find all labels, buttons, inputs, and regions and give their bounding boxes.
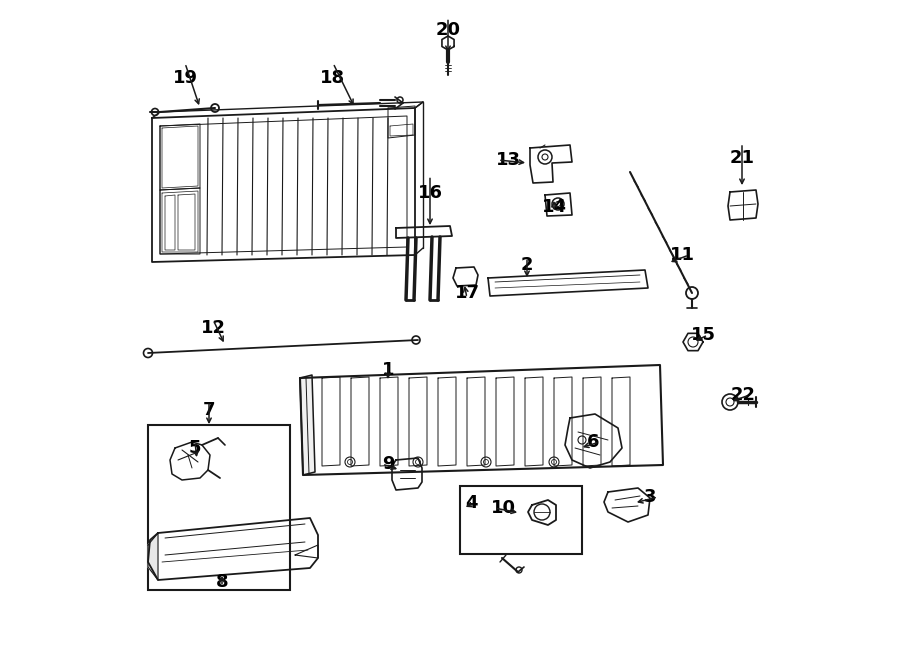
Text: 14: 14 (542, 198, 566, 216)
Text: 19: 19 (173, 69, 197, 87)
Text: 21: 21 (730, 149, 754, 167)
Polygon shape (300, 375, 315, 475)
Text: 17: 17 (454, 284, 480, 302)
Polygon shape (148, 533, 158, 580)
Text: 13: 13 (496, 151, 520, 169)
Bar (460, 486, 582, 554)
Text: 22: 22 (731, 386, 755, 404)
Text: 10: 10 (491, 499, 516, 517)
Text: 15: 15 (690, 326, 716, 344)
Polygon shape (396, 226, 452, 238)
Text: 16: 16 (418, 184, 443, 202)
Text: 5: 5 (189, 439, 202, 457)
Text: 2: 2 (521, 256, 533, 274)
Text: 8: 8 (216, 573, 229, 591)
Text: 18: 18 (320, 69, 346, 87)
Text: 6: 6 (587, 433, 599, 451)
Text: 3: 3 (644, 488, 656, 506)
Text: 11: 11 (670, 246, 695, 264)
Text: 4: 4 (464, 494, 477, 512)
Bar (148, 425, 290, 590)
Text: 20: 20 (436, 21, 461, 39)
Text: 1: 1 (382, 361, 394, 379)
Text: 9: 9 (382, 455, 394, 473)
Text: 12: 12 (201, 319, 226, 337)
Text: 7: 7 (202, 401, 215, 419)
